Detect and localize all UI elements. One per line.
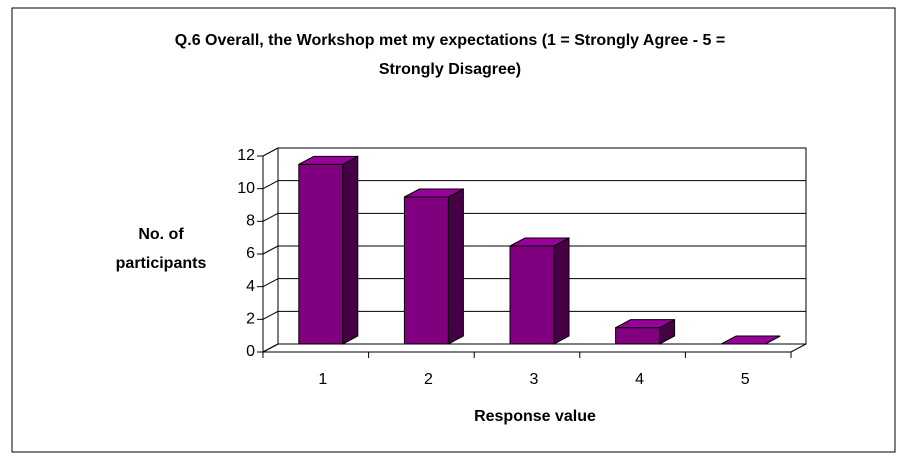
bar [403, 188, 464, 345]
bar-front [298, 163, 344, 345]
x-tick-label: 3 [530, 371, 539, 388]
bar-top [509, 237, 570, 247]
bar-top [615, 319, 675, 329]
x-axis-label: Response value [474, 408, 596, 425]
bar [509, 237, 570, 345]
grid-line-side [262, 310, 279, 320]
y-tick-label: 2 [246, 311, 255, 328]
grid-line-side [262, 245, 279, 255]
grid-line-side [262, 212, 279, 222]
bar-front [615, 327, 661, 345]
x-tick-label: 5 [741, 371, 750, 388]
grid-line-side [262, 180, 279, 190]
x-tick-label: 1 [318, 371, 327, 388]
bar [615, 318, 676, 345]
y-tick-label: 10 [237, 180, 255, 197]
y-tick-label: 12 [237, 147, 255, 164]
y-tick-label: 4 [246, 278, 255, 295]
bar-top [404, 188, 464, 198]
bar-top [298, 155, 359, 165]
bar-front [509, 245, 555, 345]
y-tick-label: 6 [246, 245, 255, 262]
y-tick-label: 8 [246, 213, 255, 230]
bar [720, 335, 781, 345]
grid-line-side [262, 278, 279, 288]
bar-top [720, 335, 781, 345]
bar-side [553, 237, 570, 345]
bar-front [403, 196, 449, 345]
grid-line-side [262, 343, 279, 353]
y-tick-label: 0 [246, 343, 255, 360]
floor [262, 343, 807, 353]
x-tick-label: 2 [424, 371, 433, 388]
y-axis-label: No. of participants [115, 226, 207, 272]
bar-side [447, 188, 464, 345]
bar-side [342, 155, 359, 345]
x-tick-label: 4 [635, 371, 644, 388]
grid-line-side [262, 147, 279, 157]
bar [298, 155, 359, 345]
chart-title: Q.6 Overall, the Workshop met my expecta… [174, 32, 726, 78]
